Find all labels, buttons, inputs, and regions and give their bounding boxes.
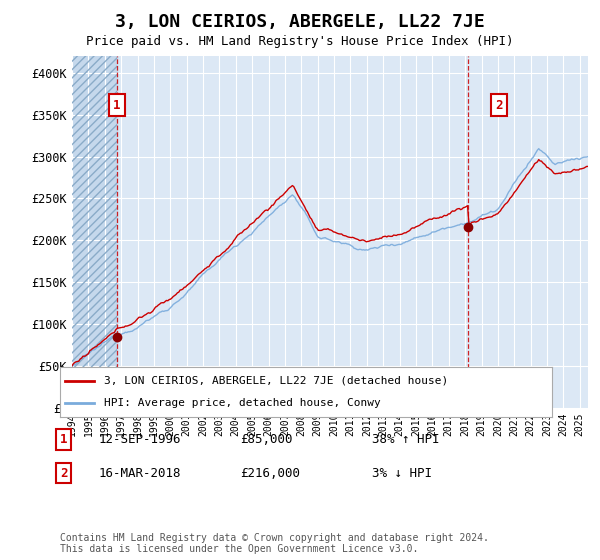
Text: Contains HM Land Registry data © Crown copyright and database right 2024.
This d: Contains HM Land Registry data © Crown c… — [60, 533, 489, 554]
Text: 38% ↑ HPI: 38% ↑ HPI — [372, 433, 439, 446]
Text: 16-MAR-2018: 16-MAR-2018 — [99, 466, 182, 480]
Text: £216,000: £216,000 — [240, 466, 300, 480]
Text: 3% ↓ HPI: 3% ↓ HPI — [372, 466, 432, 480]
Text: 12-SEP-1996: 12-SEP-1996 — [99, 433, 182, 446]
Text: HPI: Average price, detached house, Conwy: HPI: Average price, detached house, Conw… — [104, 398, 381, 408]
Bar — [72, 56, 117, 408]
Text: 2: 2 — [495, 99, 503, 112]
Text: 1: 1 — [60, 433, 67, 446]
Text: 3, LON CEIRIOS, ABERGELE, LL22 7JE: 3, LON CEIRIOS, ABERGELE, LL22 7JE — [115, 13, 485, 31]
Text: 2: 2 — [60, 466, 67, 480]
Text: 3, LON CEIRIOS, ABERGELE, LL22 7JE (detached house): 3, LON CEIRIOS, ABERGELE, LL22 7JE (deta… — [104, 376, 449, 386]
Text: 1: 1 — [113, 99, 121, 112]
Text: £85,000: £85,000 — [240, 433, 293, 446]
Text: Price paid vs. HM Land Registry's House Price Index (HPI): Price paid vs. HM Land Registry's House … — [86, 35, 514, 48]
Bar — [72, 56, 117, 408]
